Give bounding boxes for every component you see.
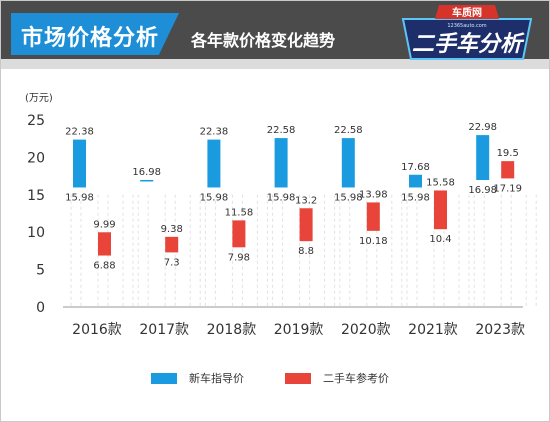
data-label-low: 10.4 <box>429 234 451 245</box>
data-label-low: 15.98 <box>401 192 430 203</box>
y-tick-label: 20 <box>27 150 45 166</box>
legend-swatch-used <box>285 372 311 384</box>
legend-item-used: 二手车参考价 <box>285 367 389 389</box>
legend-label-new: 新车指导价 <box>189 372 244 385</box>
data-label-low: 17.19 <box>493 183 522 194</box>
used-price-bar <box>98 232 111 256</box>
data-label-low: 15.98 <box>65 192 94 203</box>
data-label-high: 22.38 <box>200 127 229 138</box>
legend: 新车指导价 二手车参考价 <box>1 367 549 389</box>
new-price-bar <box>341 138 355 188</box>
data-label-low: 15.98 <box>334 192 363 203</box>
data-label-high: 9.99 <box>93 219 115 230</box>
y-tick-label: 10 <box>27 225 45 241</box>
data-label-low: 10.18 <box>359 236 388 247</box>
y-tick-label: 5 <box>36 263 45 279</box>
data-labels: 22.38 15.98 9.99 6.88 16.98 9.38 7.3 22.38 15.98… <box>65 122 522 271</box>
new-price-bar <box>73 139 86 188</box>
data-label-high: 9.38 <box>161 224 183 235</box>
y-axis-unit: (万元) <box>25 93 53 104</box>
used-price-bar <box>501 161 515 179</box>
new-price-bar <box>274 138 288 188</box>
data-label-low: 15.98 <box>267 192 296 203</box>
data-label-high: 22.58 <box>267 125 296 136</box>
legend-swatch-new <box>151 372 177 384</box>
new-price-bar <box>409 174 422 188</box>
x-tick-label: 2020款 <box>341 322 391 338</box>
page-subtitle: 各年款价格变化趋势 <box>191 31 336 50</box>
data-label-low: 15.98 <box>200 192 229 203</box>
x-tick-label: 2018款 <box>207 322 257 338</box>
data-label-high: 11.58 <box>225 207 254 218</box>
x-axis: 2016款 2017款 2018款 2019款 2020款 2021款 2023款 <box>72 322 525 338</box>
x-tick-label: 2023款 <box>475 322 525 338</box>
data-label-low: 6.88 <box>93 261 115 272</box>
data-label-high: 19.5 <box>497 148 519 159</box>
used-price-bar <box>434 190 447 230</box>
new-price-bar <box>207 139 221 188</box>
page-title: 市场价格分析 <box>21 26 160 51</box>
new-price-bar <box>140 179 154 182</box>
logo-main-text: 二手车分析 <box>412 31 525 57</box>
data-label-low: 16.98 <box>468 185 497 196</box>
data-label-high: 13.2 <box>295 195 317 206</box>
data-label-high: 22.38 <box>65 127 94 138</box>
used-price-bar <box>232 220 246 248</box>
bars <box>73 135 515 256</box>
x-tick-label: 2021款 <box>408 322 458 338</box>
data-label-high: 17.68 <box>401 162 430 173</box>
y-tick-label: 15 <box>27 188 45 204</box>
data-label-low: 7.3 <box>164 257 180 268</box>
new-price-bar <box>476 135 490 180</box>
x-tick-label: 2019款 <box>274 322 324 338</box>
x-tick-label: 2016款 <box>72 322 122 338</box>
data-label-high: 16.98 <box>132 167 161 178</box>
data-label-high: 15.58 <box>426 177 455 188</box>
data-label-low: 8.8 <box>298 246 314 257</box>
used-price-bar <box>165 236 179 253</box>
logo-url-text: 12365auto.com <box>447 23 486 29</box>
price-chart: (万元) 0 5 10 15 20 25 22.38 15.98 9.99 6.88 16.98 9… <box>25 93 537 338</box>
header-stripe <box>1 59 549 69</box>
legend-item-new: 新车指导价 <box>151 367 244 389</box>
used-price-bar <box>366 202 380 231</box>
legend-label-used: 二手车参考价 <box>323 372 389 385</box>
data-label-high: 13.98 <box>359 189 388 200</box>
data-label-low: 7.98 <box>228 252 250 263</box>
used-price-bar <box>299 208 313 242</box>
x-tick-label: 2017款 <box>139 322 189 338</box>
data-label-high: 22.58 <box>334 125 363 136</box>
data-label-high: 22.98 <box>468 122 497 133</box>
logo-top-text: 车质网 <box>452 6 482 19</box>
header-bar: 市场价格分析 各年款价格变化趋势 车质网 12365auto.com 二手车分析 <box>1 1 549 69</box>
y-tick-label: 25 <box>27 113 45 129</box>
title-badge <box>11 13 179 55</box>
y-axis: 0 5 10 15 20 25 <box>27 113 45 316</box>
y-tick-label: 0 <box>36 300 45 316</box>
used-car-analysis-logo: 车质网 12365auto.com 二手车分析 <box>401 5 533 60</box>
